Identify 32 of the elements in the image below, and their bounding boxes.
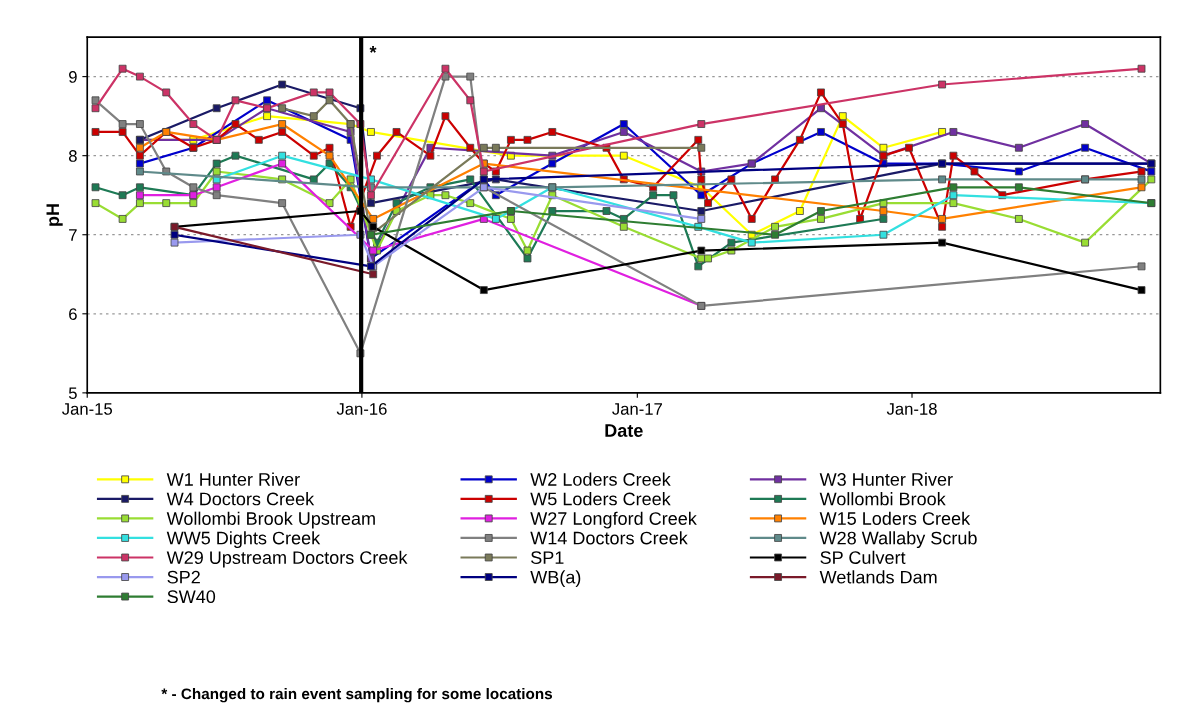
x-tick-label: Jan-18 [886, 403, 937, 415]
y-tick-label: 8 [68, 150, 77, 162]
x-axis-title: Date [605, 424, 643, 437]
legend-label: SP1 [531, 551, 564, 564]
x-tick-label: Jan-15 [62, 403, 113, 415]
legend-label: Wetlands Dam [819, 570, 937, 584]
legend-label: W29 Upstream Doctors Creek [166, 550, 408, 568]
legend-label: SP Culvert [820, 550, 906, 564]
legend-label: W3 Hunter River [819, 472, 953, 486]
legend-label: WB(a) [530, 570, 581, 588]
legend-label: W5 Loders Creek [530, 492, 671, 506]
legend-label: SW40 [167, 590, 216, 604]
y-tick-label: 7 [69, 229, 77, 241]
legend-label: W14 Doctors Creek [530, 531, 688, 545]
legend-label: W1 Hunter River [166, 472, 300, 486]
legend-label: Wollombi Brook [819, 492, 946, 506]
y-tick-label: 6 [69, 308, 77, 320]
legend-label: W4 Doctors Creek [166, 492, 315, 506]
x-tick-label: Jan-17 [612, 403, 662, 415]
ref-line-label: * [369, 46, 377, 53]
legend-label: WW5 Dights Creek [166, 531, 321, 549]
y-tick-label: 9 [69, 71, 77, 83]
legend-label: W15 Loders Creek [819, 511, 971, 525]
text: * - Changed to rain event sampling for some locations [161, 688, 553, 703]
legend-label: SP2 [167, 570, 200, 584]
legend-label: W28 Wallaby Scrub [819, 531, 977, 549]
x-tick-label: Jan-16 [336, 403, 387, 415]
legend-label: Wollombi Brook Upstream [166, 511, 375, 529]
y-axis-title: pH [46, 204, 63, 226]
legend-label: W2 Loders Creek [530, 472, 671, 486]
legend-label: W27 Longford Creek [530, 511, 697, 529]
y-tick-label: 5 [68, 387, 77, 400]
